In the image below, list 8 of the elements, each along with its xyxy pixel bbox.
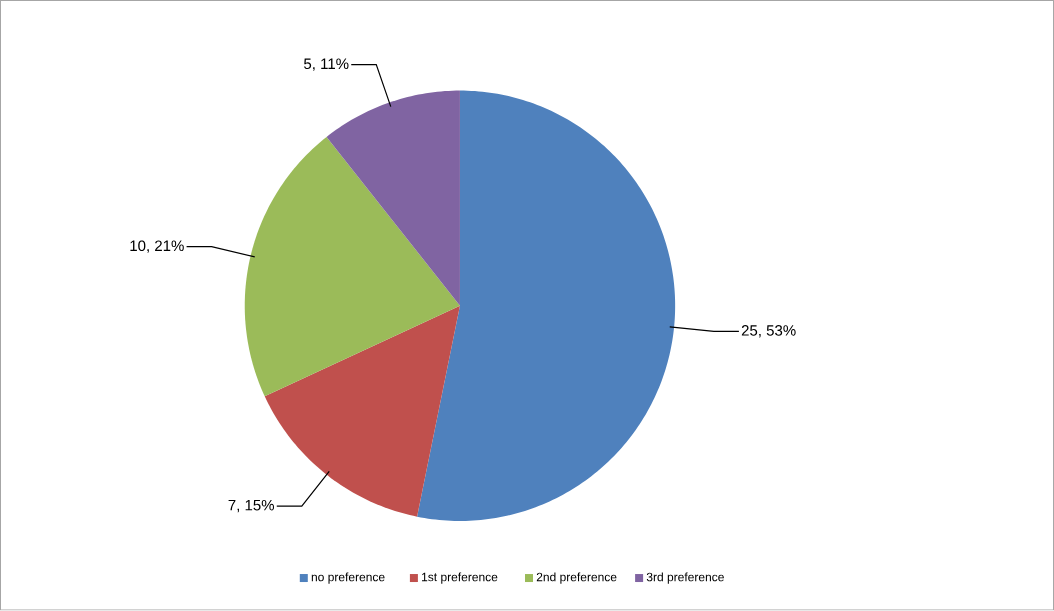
data-label: 10, 21% [130,240,184,254]
legend-label: 3rd preference [646,572,724,584]
data-label: 5, 11% [304,58,349,72]
data-label: 25, 53% [741,325,796,338]
data-label: 7, 15% [228,500,275,513]
legend-label: no preference [311,572,385,584]
legend-label: 1st preference [422,572,498,584]
legend-label: 2nd preference [536,572,617,584]
